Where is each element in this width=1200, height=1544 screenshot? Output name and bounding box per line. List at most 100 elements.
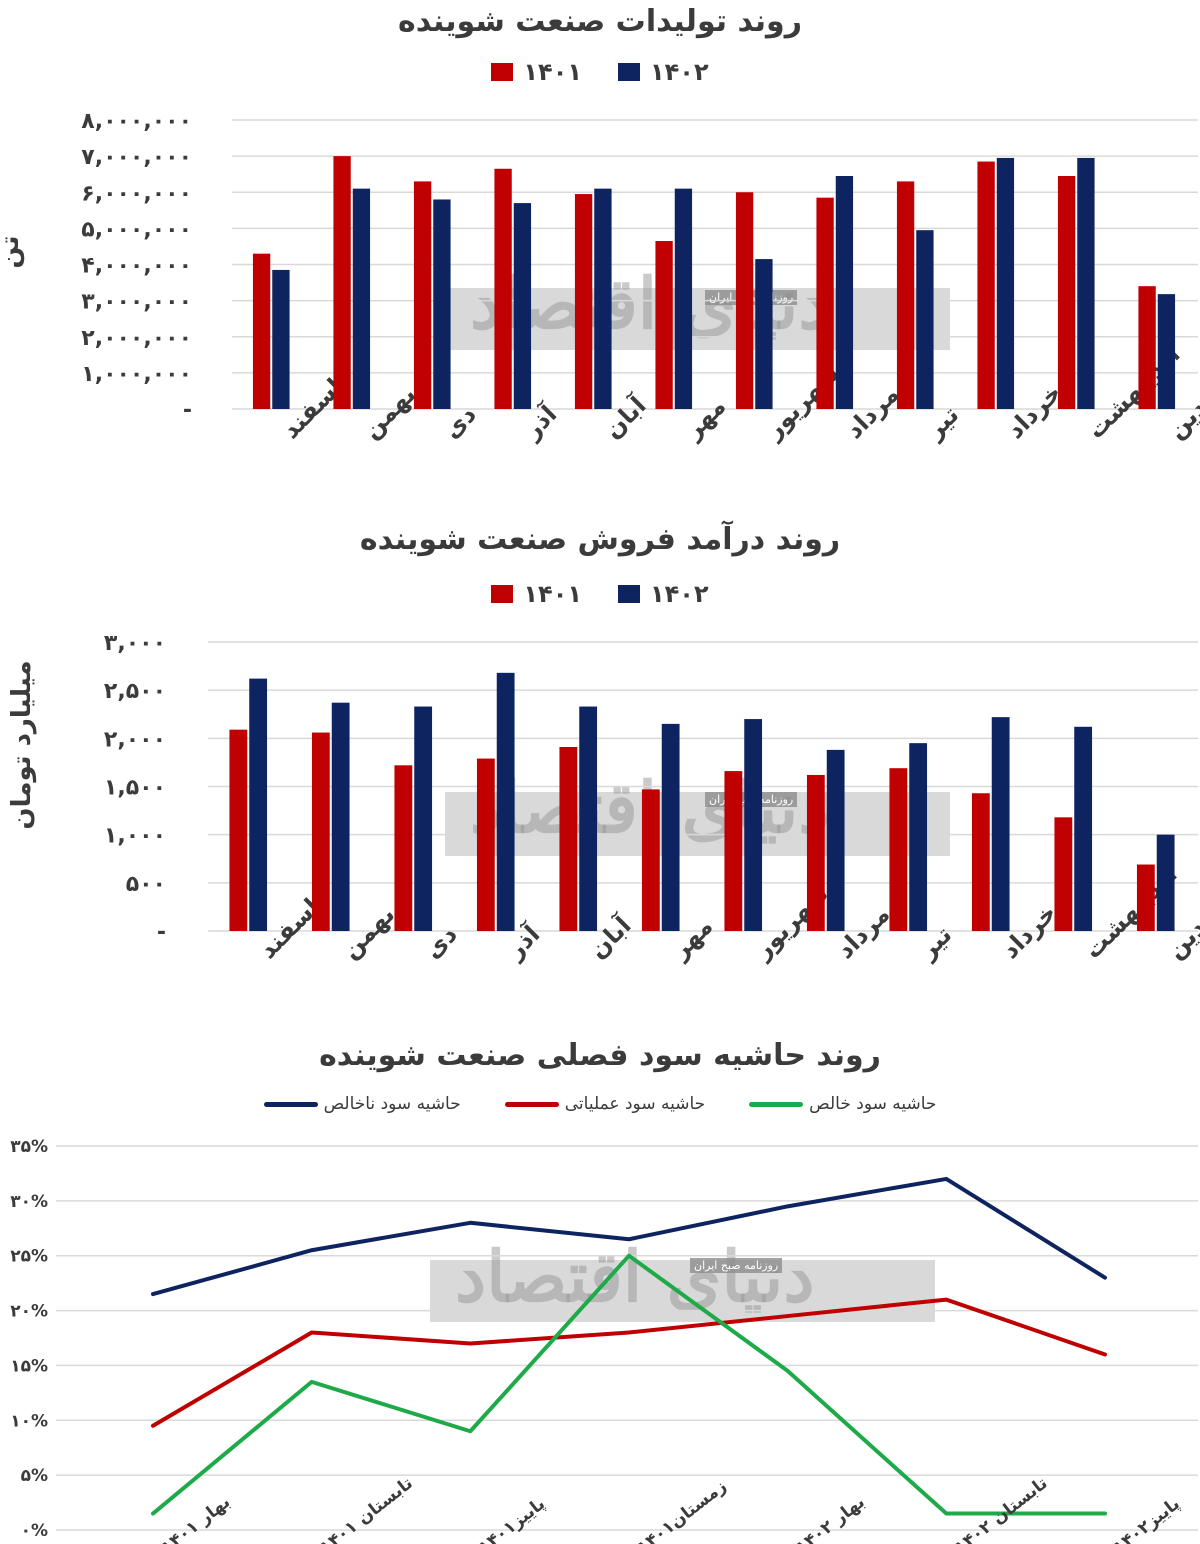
y-tick-label: ۲۰% bbox=[10, 1302, 48, 1322]
y-tick-label: ۴,۰۰۰,۰۰۰ bbox=[81, 254, 192, 279]
y-tick-label: ۵,۰۰۰,۰۰۰ bbox=[81, 217, 192, 242]
y-tick-label: ۳,۰۰۰ bbox=[104, 631, 166, 656]
legend-item-net: حاشیه سود خالص bbox=[749, 1094, 936, 1114]
chart-plot: - ۱,۰۰۰,۰۰۰ ۲,۰۰۰,۰۰۰ ۳,۰۰۰,۰۰۰ ۴,۰۰۰,۰۰۰ ۵,۰… bbox=[0, 109, 1200, 445]
bar bbox=[826, 749, 845, 931]
legend-item-1402: ۱۴۰۲ bbox=[618, 58, 709, 86]
legend-label: ۱۴۰۲ bbox=[650, 580, 709, 608]
bar bbox=[977, 161, 995, 409]
y-axis-label: میلیارد تومان bbox=[7, 660, 37, 829]
y-tick-label: ۷,۰۰۰,۰۰۰ bbox=[81, 145, 192, 170]
y-tick-label: ۸,۰۰۰,۰۰۰ bbox=[81, 109, 192, 134]
bar bbox=[559, 747, 578, 931]
legend-item-1402: ۱۴۰۲ bbox=[618, 580, 709, 608]
legend-swatch bbox=[749, 1101, 804, 1107]
bar bbox=[916, 230, 934, 409]
legend-label: حاشیه سود عملیاتی bbox=[564, 1094, 706, 1114]
bar bbox=[755, 259, 773, 409]
watermark-band bbox=[445, 792, 950, 856]
bar bbox=[579, 706, 598, 931]
y-tick-label: ۵۰۰ bbox=[126, 872, 166, 897]
y-tick-label: ۱,۵۰۰ bbox=[104, 776, 166, 801]
margin-chart: روند حاشیه سود فصلی صنعت شوینده حاشیه سو… bbox=[0, 1030, 1200, 1544]
y-tick-label: ۱,۰۰۰,۰۰۰ bbox=[81, 362, 192, 387]
chart-legend: ۱۴۰۱ ۱۴۰۲ bbox=[0, 58, 1200, 86]
bar bbox=[1074, 726, 1093, 931]
bar bbox=[896, 181, 915, 409]
bar bbox=[333, 156, 351, 409]
bar bbox=[889, 768, 908, 931]
bar bbox=[272, 269, 290, 409]
bar bbox=[996, 157, 1015, 409]
y-tick-label: ۱,۰۰۰ bbox=[104, 824, 166, 849]
y-tick-label: ۰% bbox=[21, 1521, 48, 1541]
y-tick-label: ۱۵% bbox=[10, 1356, 48, 1376]
bar bbox=[229, 729, 248, 931]
chart-legend: حاشیه سود ناخالص حاشیه سود عملیاتی حاشیه… bbox=[0, 1094, 1200, 1114]
x-tick-label: تابستان ۱۴۰۱ bbox=[316, 1473, 416, 1544]
y-tick-label: ۲,۰۰۰,۰۰۰ bbox=[81, 326, 192, 351]
x-tick-label: زمستان۱۴۰۱ bbox=[634, 1476, 731, 1544]
chart-title: روند درآمد فروش صنعت شوینده bbox=[359, 522, 841, 557]
y-tick-label: ۲,۵۰۰ bbox=[104, 679, 166, 704]
x-tick-label: تابستان ۱۴۰۲ bbox=[951, 1473, 1051, 1544]
legend-swatch bbox=[504, 1101, 559, 1107]
production-chart: روند تولیدات صنعت شوینده ۱۴۰۱ ۱۴۰۲ دنیای… bbox=[0, 0, 1200, 520]
series-line bbox=[151, 1176, 1107, 1297]
bar bbox=[249, 678, 268, 931]
watermark-band bbox=[450, 288, 950, 350]
legend-item-gross: حاشیه سود ناخالص bbox=[263, 1094, 461, 1114]
chart-title: روند حاشیه سود فصلی صنعت شوینده bbox=[319, 1038, 881, 1073]
legend-label: ۱۴۰۱ bbox=[523, 58, 582, 86]
y-tick-label: ۵% bbox=[21, 1466, 48, 1486]
bar bbox=[352, 188, 371, 409]
series-line bbox=[151, 1253, 1107, 1516]
bar bbox=[433, 199, 451, 409]
bar bbox=[414, 706, 433, 931]
bar bbox=[744, 719, 763, 931]
y-tick-label: ۳۵% bbox=[10, 1137, 48, 1157]
x-tick-label: پاییز۱۴۰۱ bbox=[475, 1494, 549, 1544]
bar bbox=[331, 702, 350, 931]
bar bbox=[835, 175, 854, 409]
bar bbox=[724, 771, 743, 931]
bar bbox=[971, 793, 990, 931]
bar bbox=[641, 789, 660, 931]
bar bbox=[494, 168, 512, 409]
bar bbox=[1057, 175, 1076, 409]
bar bbox=[476, 758, 495, 931]
bar bbox=[1077, 157, 1095, 409]
bar bbox=[496, 672, 515, 931]
y-tick-label: - bbox=[157, 920, 166, 945]
bar bbox=[394, 765, 413, 931]
series-line bbox=[151, 1297, 1107, 1428]
y-tick-label: ۶,۰۰۰,۰۰۰ bbox=[81, 181, 192, 206]
legend-item-1401: ۱۴۰۱ bbox=[491, 580, 582, 608]
bar bbox=[661, 723, 680, 931]
watermark-logo: دنیای اقتصاد bbox=[455, 1235, 815, 1318]
bar bbox=[413, 181, 432, 409]
legend-swatch bbox=[491, 63, 514, 81]
revenue-chart: روند درآمد فروش صنعت شوینده ۱۴۰۱ ۱۴۰۲ دن… bbox=[0, 520, 1200, 1020]
y-axis-label: تن bbox=[0, 235, 25, 268]
legend-item-1401: ۱۴۰۱ bbox=[491, 58, 582, 86]
chart-title: روند تولیدات صنعت شوینده bbox=[398, 4, 802, 39]
bar bbox=[909, 743, 928, 931]
bar bbox=[1157, 294, 1176, 409]
legend-label: حاشیه سود خالص bbox=[809, 1094, 937, 1114]
bar bbox=[674, 188, 693, 409]
legend-swatch bbox=[263, 1101, 318, 1107]
bar bbox=[655, 241, 673, 409]
bar bbox=[574, 194, 593, 409]
bar bbox=[991, 717, 1010, 931]
watermark-band bbox=[430, 1260, 935, 1322]
legend-label: ۱۴۰۲ bbox=[650, 58, 709, 86]
bar bbox=[513, 203, 532, 409]
chart-legend: ۱۴۰۱ ۱۴۰۲ bbox=[0, 580, 1200, 608]
bar bbox=[252, 253, 271, 409]
bar bbox=[816, 197, 834, 409]
x-tick-label: پاییز۱۴۰۲ bbox=[1110, 1494, 1184, 1544]
y-tick-label: ۲,۰۰۰ bbox=[104, 727, 166, 752]
bar bbox=[1138, 286, 1156, 409]
bar bbox=[1156, 834, 1175, 931]
